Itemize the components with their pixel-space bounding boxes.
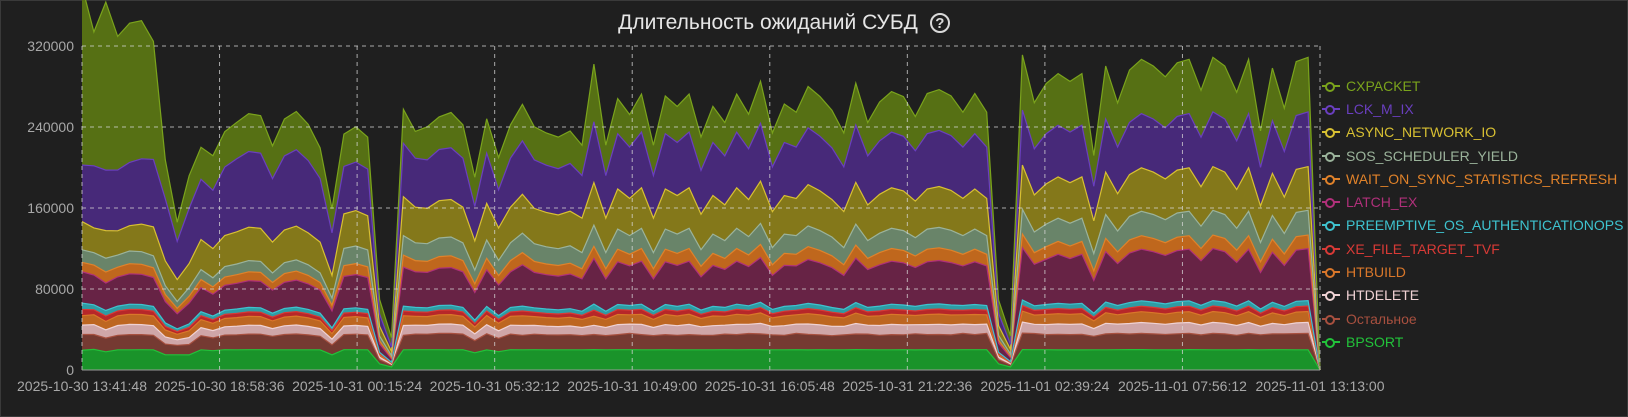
chart-title: Длительность ожиданий СУБД <box>618 11 918 34</box>
series-line-lck-m-ix <box>81 109 1321 371</box>
series-area-bpsort <box>82 349 1320 370</box>
legend-marker-icon <box>1322 289 1340 302</box>
legend-item-latch-ex[interactable]: LATCH_EX <box>1322 190 1622 213</box>
legend-label: BPSORT <box>1346 333 1404 350</box>
legend-label: LATCH_EX <box>1346 194 1418 211</box>
x-tick-label: 2025-10-30 18:58:36 <box>155 378 285 394</box>
x-tick-label: 2025-10-31 10:49:00 <box>567 378 697 394</box>
x-tick-label: 2025-10-31 16:05:48 <box>705 378 835 394</box>
x-tick-label: 2025-10-31 00:15:24 <box>292 378 422 394</box>
series-area-lck-m-ix <box>82 110 1320 370</box>
legend-marker-icon <box>1322 336 1340 348</box>
chart-header: Длительность ожиданий СУБД ? <box>0 8 1568 38</box>
legend-item-htdelete[interactable]: HTDELETE <box>1322 284 1622 307</box>
chart-legend: CXPACKET LCK_M_IX ASYNC_NETWORK_IO SOS_SCHE… <box>1322 74 1624 354</box>
series-line-sos-scheduler-yield <box>81 207 1321 371</box>
x-tick-label: 2025-11-01 02:39:24 <box>980 378 1109 394</box>
legend-label: XE_FILE_TARGET_TVF <box>1346 240 1500 257</box>
series-line-preemptive-os-authenticationops <box>81 299 1321 371</box>
legend-marker-icon <box>1322 219 1340 232</box>
legend-label: HTBUILD <box>1346 264 1406 281</box>
series-line-latch-ex <box>81 246 1321 371</box>
series-line-async-network-io <box>81 164 1321 371</box>
legend-marker-icon <box>1322 173 1340 185</box>
series-line-htdelete <box>81 321 1321 371</box>
legend-label: WAIT_ON_SYNC_STATISTICS_REFRESH <box>1346 170 1618 187</box>
series-area-async-network-io <box>82 165 1320 370</box>
legend-item-sos-scheduler-yield[interactable]: SOS_SCHEDULER_YIELD <box>1322 144 1622 167</box>
x-tick-label: 2025-11-01 13:13:00 <box>1256 378 1385 394</box>
series-area-htbuild <box>82 311 1320 370</box>
legend-item-bpsort[interactable]: BPSORT <box>1322 330 1622 353</box>
series-line-xe-file-target-tvf <box>81 304 1321 371</box>
legend-label: CXPACKET <box>1346 77 1421 94</box>
y-tick-label: 160000 <box>27 200 74 216</box>
legend-item-async-network-io[interactable]: ASYNC_NETWORK_IO <box>1322 121 1622 144</box>
legend-item-wait-on-sync-statistics-refresh[interactable]: WAIT_ON_SYNC_STATISTICS_REFRESH <box>1322 167 1622 190</box>
legend-marker-icon <box>1322 126 1340 139</box>
x-tick-label: 2025-11-01 07:56:12 <box>1118 378 1247 394</box>
legend-marker-icon <box>1322 196 1340 209</box>
series-area-wait-on-sync-statistics-refresh <box>82 234 1320 370</box>
legend-marker-icon <box>1322 243 1340 255</box>
series-line-htbuild <box>81 310 1321 371</box>
series-line-bpsort <box>81 348 1321 371</box>
legend-label: SOS_SCHEDULER_YIELD <box>1346 147 1518 164</box>
y-tick-label: 80000 <box>35 281 74 297</box>
series-line-остальное <box>81 332 1321 371</box>
legend-label: PREEMPTIVE_OS_AUTHENTICATIONOPS <box>1346 217 1624 234</box>
y-tick-label: 320000 <box>27 38 74 54</box>
legend-item-остальное[interactable]: Остальное <box>1322 307 1622 330</box>
legend-label: HTDELETE <box>1346 287 1420 304</box>
legend-item-htbuild[interactable]: HTBUILD <box>1322 260 1622 283</box>
y-tick-label: 240000 <box>27 119 74 135</box>
x-tick-label: 2025-10-31 21:22:36 <box>842 378 972 394</box>
legend-marker-icon <box>1322 103 1340 115</box>
x-tick-label: 2025-10-30 13:41:48 <box>17 378 147 394</box>
legend-item-xe-file-target-tvf[interactable]: XE_FILE_TARGET_TVF <box>1322 237 1622 260</box>
legend-item-preemptive-os-authenticationops[interactable]: PREEMPTIVE_OS_AUTHENTICATIONOPS <box>1322 214 1624 237</box>
legend-marker-icon <box>1322 80 1340 92</box>
legend-item-lck-m-ix[interactable]: LCK_M_IX <box>1322 97 1622 120</box>
y-tick-label: 0 <box>66 362 74 378</box>
series-area-sos-scheduler-yield <box>82 209 1320 370</box>
legend-marker-icon <box>1322 266 1340 279</box>
series-area-latch-ex <box>82 247 1320 370</box>
legend-marker-icon <box>1322 313 1340 325</box>
series-area-htdelete <box>82 322 1320 370</box>
legend-marker-icon <box>1322 150 1340 162</box>
series-line-wait-on-sync-statistics-refresh <box>81 232 1321 371</box>
question-circle-icon[interactable]: ? <box>929 13 950 33</box>
legend-label: Остальное <box>1346 310 1417 327</box>
legend-item-cxpacket[interactable]: CXPACKET <box>1322 74 1622 97</box>
x-tick-label: 2025-10-31 05:32:12 <box>430 378 560 394</box>
legend-label: LCK_M_IX <box>1346 100 1414 117</box>
legend-label: ASYNC_NETWORK_IO <box>1346 124 1497 141</box>
series-line-cxpacket <box>84 0 1321 371</box>
